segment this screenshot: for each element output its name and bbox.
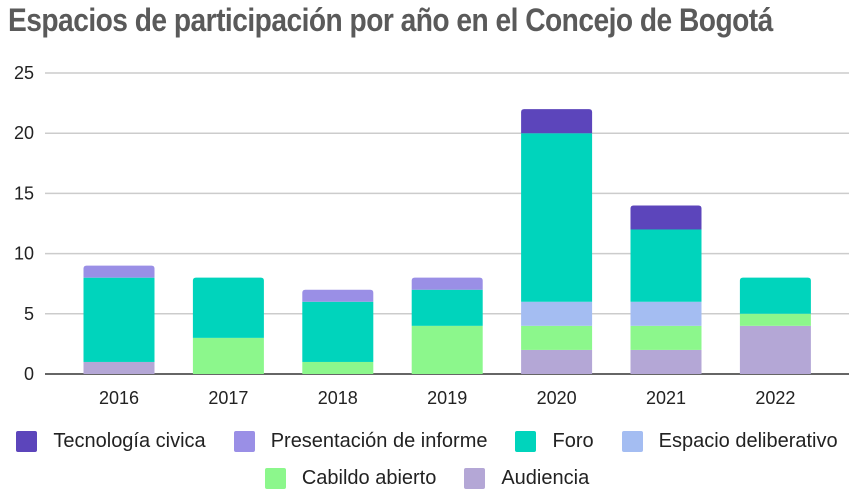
legend-row-2: Cabildo abierto Audiencia <box>0 467 854 490</box>
legend-label: Foro <box>552 430 594 452</box>
bar-segment-cabildo-abierto-2018 <box>302 361 374 374</box>
chart-title: Espacios de participación por año en el … <box>8 2 773 38</box>
legend-swatch-icon <box>621 431 643 452</box>
x-axis-ticks: 2016 2017 2018 2019 2020 2021 2022 <box>99 388 795 408</box>
legend-swatch-icon <box>464 468 486 489</box>
bar-segment-cabildo-abierto-2022 <box>739 313 811 326</box>
bar-segment-audiencia-2022 <box>739 325 811 374</box>
bar-stack-2022 <box>739 277 811 374</box>
bar-segment-cabildo-abierto-2021 <box>630 325 702 350</box>
x-tick-label: 2019 <box>427 388 467 408</box>
bars <box>83 109 811 374</box>
bar-stack-2021 <box>630 205 702 374</box>
bar-segment-audiencia-2016 <box>83 361 155 374</box>
legend-label: Presentación de informe <box>270 430 488 452</box>
bar-segment-espacio-deliberativo-2020 <box>521 301 593 326</box>
legend-swatch-icon <box>233 431 255 452</box>
y-tick-label: 10 <box>14 244 34 264</box>
bar-stack-2018 <box>302 289 374 374</box>
bar-segment-foro-2020 <box>521 133 593 302</box>
legend-item[interactable]: Cabildo abierto <box>264 467 437 490</box>
legend-item[interactable]: Tecnología civica <box>16 430 206 453</box>
legend-swatch-icon <box>16 431 38 452</box>
bar-stack-2017 <box>192 277 264 374</box>
y-tick-label: 25 <box>14 63 34 83</box>
bar-stack-2016 <box>83 265 155 374</box>
bar-segment-tecnolog-a-civica-2021 <box>630 205 702 230</box>
bar-segment-cabildo-abierto-2020 <box>521 325 593 350</box>
legend-row-1: Tecnología civica Presentación de informe… <box>0 430 854 453</box>
y-tick-label: 20 <box>14 123 34 143</box>
stacked-bar-chart: 0 5 10 15 20 25 2016 2017 2018 2019 2020 2021 2022 <box>14 63 849 408</box>
y-tick-label: 15 <box>14 183 34 203</box>
bar-segment-presentaci-n-de-informe-2018 <box>302 289 374 302</box>
bar-segment-foro-2022 <box>739 277 811 314</box>
bar-segment-foro-2018 <box>302 301 374 362</box>
legend-label: Espacio deliberativo <box>658 430 838 452</box>
bar-segment-presentaci-n-de-informe-2016 <box>83 265 155 278</box>
bar-segment-foro-2021 <box>630 229 702 302</box>
legend-item[interactable]: Foro <box>515 430 594 453</box>
bar-segment-audiencia-2020 <box>521 349 593 374</box>
x-tick-label: 2018 <box>318 388 358 408</box>
x-tick-label: 2020 <box>537 388 577 408</box>
y-tick-label: 5 <box>24 304 34 324</box>
bar-stack-2020 <box>521 109 593 374</box>
bar-segment-presentaci-n-de-informe-2019 <box>411 277 483 290</box>
x-tick-label: 2022 <box>755 388 795 408</box>
legend-item[interactable]: Espacio deliberativo <box>621 430 838 453</box>
bar-segment-foro-2016 <box>83 277 155 362</box>
legend-swatch-icon <box>515 431 537 452</box>
legend-label: Cabildo abierto <box>301 467 437 489</box>
bar-segment-tecnolog-a-civica-2020 <box>521 109 593 134</box>
bar-segment-foro-2019 <box>411 289 483 326</box>
x-tick-label: 2017 <box>208 388 248 408</box>
y-axis-ticks: 0 5 10 15 20 25 <box>14 63 34 384</box>
bar-stack-2019 <box>411 277 483 374</box>
legend-swatch-icon <box>264 468 286 489</box>
x-tick-label: 2016 <box>99 388 139 408</box>
legend-item[interactable]: Audiencia <box>464 467 589 490</box>
x-tick-label: 2021 <box>646 388 686 408</box>
bar-segment-cabildo-abierto-2019 <box>411 325 483 374</box>
bar-segment-espacio-deliberativo-2021 <box>630 301 702 326</box>
legend-label: Audiencia <box>501 467 590 489</box>
bar-segment-foro-2017 <box>192 277 264 338</box>
bar-segment-cabildo-abierto-2017 <box>192 337 264 374</box>
legend-label: Tecnología civica <box>53 430 206 452</box>
bar-segment-audiencia-2021 <box>630 349 702 374</box>
y-tick-label: 0 <box>24 364 34 384</box>
legend-item[interactable]: Presentación de informe <box>233 430 488 453</box>
